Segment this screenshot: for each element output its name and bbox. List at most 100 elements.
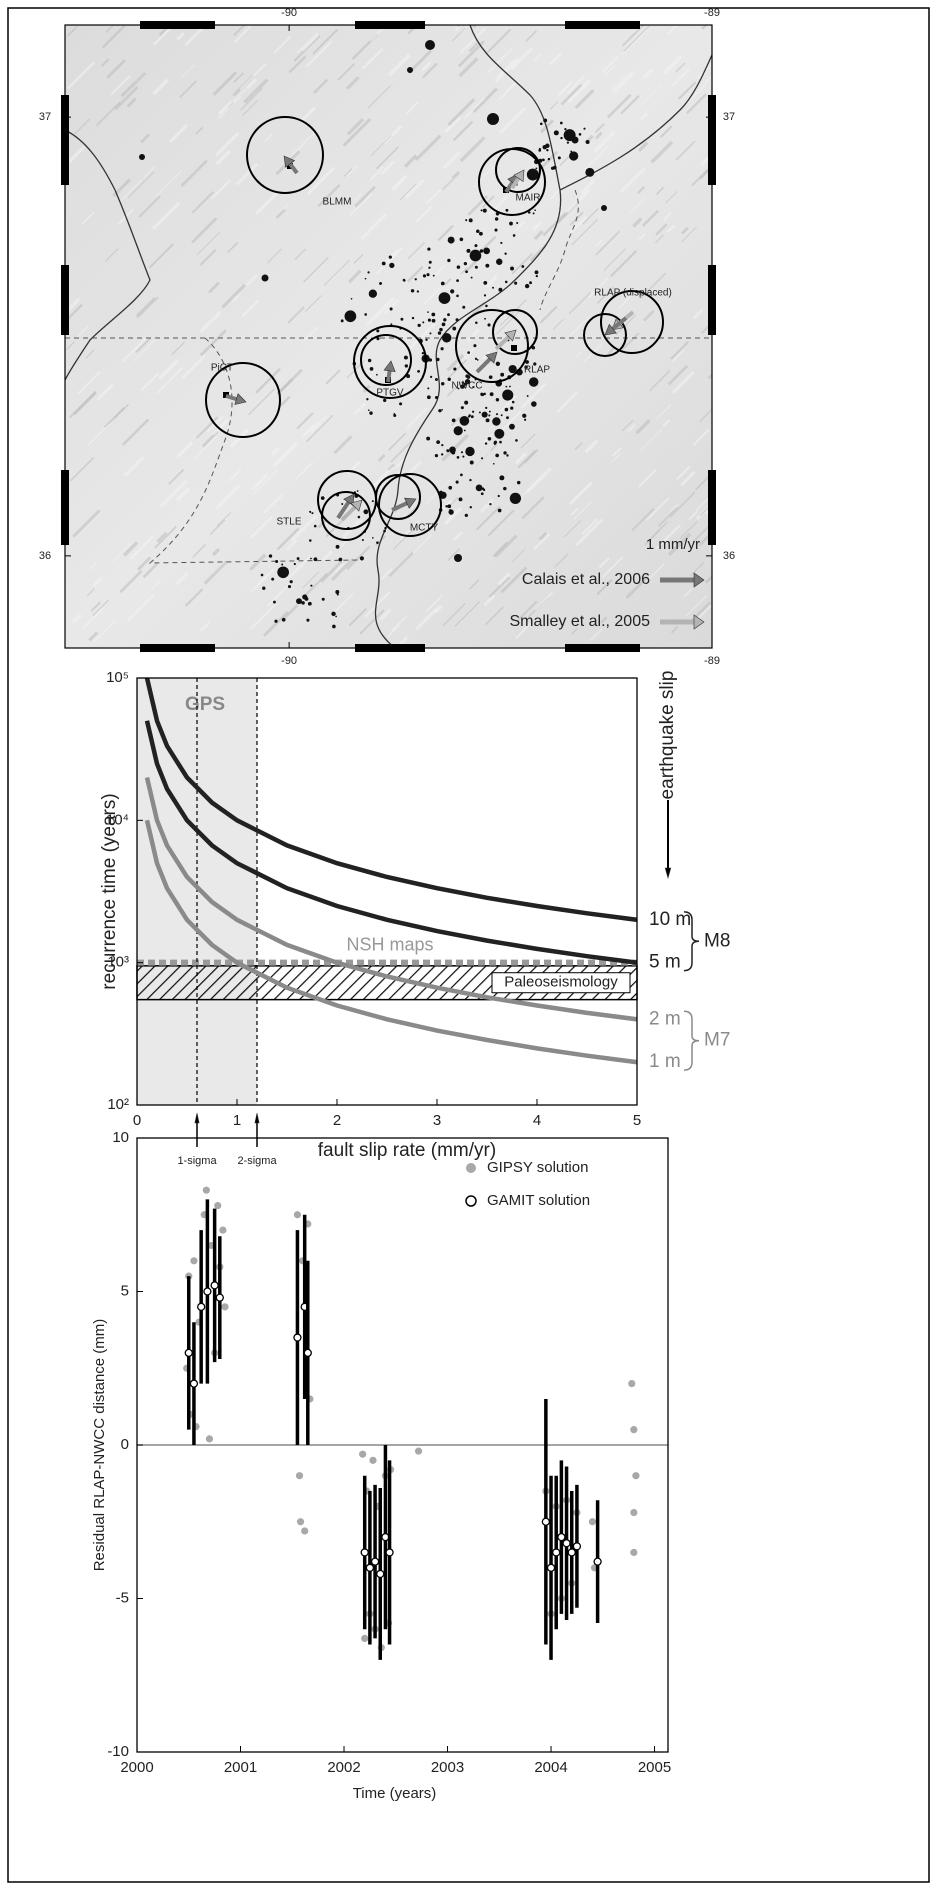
earthquake: [494, 441, 497, 444]
point: [361, 1635, 368, 1642]
station-label: RLAP: [524, 365, 550, 376]
earthquake: [460, 416, 470, 426]
earthquake: [322, 598, 325, 601]
earthquake: [447, 313, 450, 316]
earthquake: [546, 149, 548, 151]
earthquake: [429, 332, 431, 334]
earthquake: [448, 378, 451, 381]
earthquake: [551, 167, 554, 170]
earthquake: [435, 454, 438, 457]
earthquake: [483, 489, 485, 491]
earthquake: [482, 412, 488, 418]
earthquake: [513, 234, 516, 237]
earthquake: [488, 437, 492, 441]
earthquake: [399, 402, 402, 405]
x-tick-label: 2005: [638, 1759, 671, 1776]
earthquake: [389, 263, 394, 268]
earthquake: [506, 416, 509, 419]
map-x-tick-label: -90: [281, 7, 297, 19]
earthquake: [321, 496, 325, 500]
earthquake: [390, 307, 393, 310]
frame-bar: [140, 644, 215, 652]
earthquake: [472, 411, 474, 413]
earthquake: [572, 137, 579, 144]
earthquake: [509, 424, 515, 430]
earthquake: [432, 319, 436, 323]
paleoseismology-label: Paleoseismology: [504, 974, 618, 991]
series-label: 1 m: [649, 1051, 681, 1072]
earthquake: [495, 217, 498, 220]
point: [294, 1211, 301, 1218]
earthquake: [351, 298, 353, 300]
series-label: 2 m: [649, 1008, 681, 1029]
earthquake: [486, 418, 490, 422]
earthquake: [441, 282, 445, 286]
sigma-label: 2-sigma: [237, 1155, 277, 1167]
earthquake: [339, 558, 343, 562]
series-label: 5 m: [649, 952, 681, 973]
earthquake: [426, 437, 430, 441]
earthquake: [601, 205, 607, 211]
point: [415, 1448, 422, 1455]
earthquake: [489, 411, 491, 413]
earthquake: [583, 128, 585, 130]
earthquake: [332, 625, 336, 629]
earthquake: [572, 134, 574, 136]
earthquake: [488, 414, 490, 416]
earthquake: [423, 274, 426, 277]
earthquake: [569, 151, 578, 160]
earthquake: [335, 590, 339, 594]
earthquake: [460, 474, 463, 477]
earthquake: [441, 382, 444, 385]
map-panel: [65, 3, 730, 648]
earthquake: [496, 413, 498, 415]
earthquake: [418, 324, 421, 327]
earthquake: [501, 414, 503, 416]
earthquake: [498, 509, 502, 513]
earthquake: [309, 539, 312, 542]
magnitude-label: M7: [704, 1030, 730, 1051]
point: [204, 1288, 211, 1295]
map-x-tick-label: -90: [281, 655, 297, 667]
earthquake: [477, 359, 479, 361]
earthquake: [516, 222, 518, 224]
y-tick-label: -5: [116, 1589, 129, 1606]
station-label: NWCC: [451, 381, 482, 392]
earthquake: [447, 259, 450, 262]
earthquake: [493, 463, 495, 465]
earthquake: [464, 262, 467, 265]
earthquake: [448, 486, 452, 490]
earthquake: [531, 401, 537, 407]
earthquake: [262, 587, 265, 590]
earthquake: [363, 509, 368, 514]
point: [573, 1543, 580, 1550]
earthquake: [499, 431, 501, 433]
earthquake: [369, 411, 372, 414]
earthquake: [261, 574, 264, 577]
earthquake: [475, 358, 477, 360]
earthquake: [485, 407, 487, 409]
earthquake: [454, 426, 463, 435]
earthquake: [499, 475, 504, 480]
earthquake: [411, 289, 414, 292]
earthquake: [366, 398, 368, 400]
earthquake: [492, 417, 500, 425]
earthquake: [567, 141, 569, 143]
earthquake: [499, 441, 502, 444]
y-tick-label: 0: [121, 1436, 129, 1453]
earthquake: [436, 358, 439, 361]
y-tick-label: 5: [121, 1282, 129, 1299]
sigma-arrow: [195, 1113, 199, 1147]
earthquake: [376, 329, 379, 332]
point: [589, 1518, 596, 1525]
frame-bar: [565, 644, 640, 652]
map-x-tick-label: -89: [704, 655, 720, 667]
point: [553, 1549, 560, 1556]
earthquake: [504, 252, 506, 254]
earthquake: [465, 270, 468, 273]
point: [372, 1558, 379, 1565]
point: [563, 1540, 570, 1547]
earthquake: [443, 299, 445, 301]
earthquake: [446, 449, 449, 452]
earthquake: [459, 497, 463, 501]
